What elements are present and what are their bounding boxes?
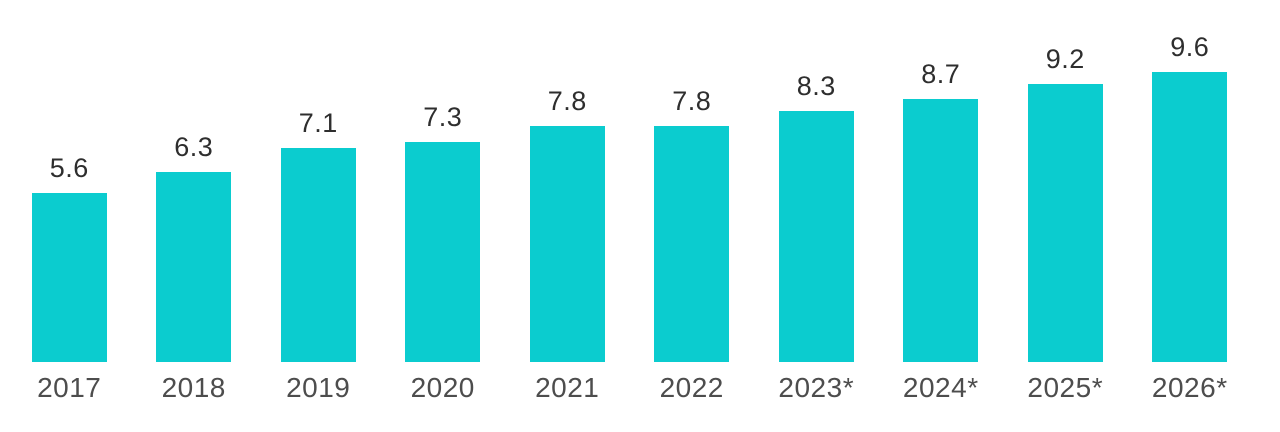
bar-value-label: 7.8: [672, 86, 712, 116]
bar-group: 9.6 2026*: [1128, 0, 1253, 410]
bar-x-label: 2019: [286, 372, 351, 403]
bar-group: 5.6 2017: [7, 0, 132, 410]
bar: [903, 99, 979, 362]
bar-value-label: 7.1: [298, 108, 338, 138]
bar-group: 6.3 2018: [132, 0, 257, 410]
bar-value-label: 9.6: [1170, 32, 1210, 62]
bar-group: 7.3 2020: [381, 0, 506, 410]
bar-x-label: 2022: [659, 372, 724, 403]
bar-x-label: 2020: [410, 372, 475, 403]
bar-value-label: 8.3: [796, 71, 836, 101]
bar-value-label: 6.3: [174, 132, 214, 162]
bar-x-label: 2017: [37, 372, 102, 403]
bar-group: 7.1 2019: [256, 0, 381, 410]
bar: [31, 193, 107, 362]
bar-value-label: 7.3: [423, 102, 463, 132]
bar: [280, 148, 356, 362]
bar-x-label: 2023*: [778, 372, 855, 403]
bar: [1027, 84, 1103, 362]
bar-group: 9.2 2025*: [1003, 0, 1128, 410]
bar-x-label: 2024*: [902, 372, 979, 403]
bar-group: 8.3 2023*: [754, 0, 879, 410]
bar-value-label: 7.8: [547, 86, 587, 116]
bar-group: 7.8 2022: [630, 0, 755, 410]
bar-x-label: 2026*: [1151, 372, 1228, 403]
bar: [156, 172, 232, 362]
bar-group: 8.7 2024*: [879, 0, 1004, 410]
bar: [1152, 72, 1228, 362]
bar-x-label: 2021: [535, 372, 600, 403]
bar-value-label: 8.7: [921, 59, 961, 89]
bar-value-label: 9.2: [1045, 44, 1085, 74]
bar: [405, 142, 481, 362]
bar-x-label: 2025*: [1027, 372, 1104, 403]
bar-chart: 5.6 2017 6.3 2018 7.1 2019 7.3 2020 7.8 2021 7.8 20…: [7, 0, 1252, 410]
bar-group: 7.8 2021: [505, 0, 630, 410]
bar-value-label: 5.6: [49, 153, 89, 183]
bar: [529, 126, 605, 362]
bar: [778, 111, 854, 362]
bar-x-label: 2018: [161, 372, 226, 403]
bar: [654, 126, 730, 362]
